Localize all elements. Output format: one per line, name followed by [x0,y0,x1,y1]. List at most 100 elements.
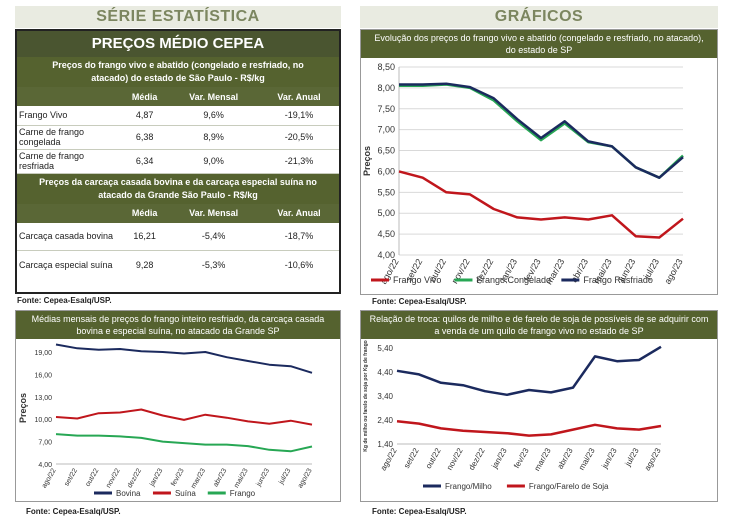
fonte-table: Fonte: Cepea-Esalq/USP. [17,296,112,305]
x-tick-label: abr/23 [212,467,228,488]
chart3-title: Relação de troca: quilos de milho e de f… [361,311,717,339]
row-mensal: 9,6% [168,106,260,126]
y-tick-label: 8,00 [377,83,395,93]
row-media: 9,28 [135,259,154,270]
fonte-chart3: Fonte: Cepea-Esalq/USP. [372,507,467,516]
row-mensal: 8,9% [168,125,260,150]
y-tick-label: 6,00 [377,166,395,176]
fonte-chart1: Fonte: Cepea-Esalq/USP. [372,297,467,306]
y-tick-label: 6,50 [377,146,395,156]
y-tick-label: 16,00 [34,372,52,379]
x-tick-label: nov/22 [445,446,465,472]
y-tick-label: 10,00 [34,417,52,424]
row-label: Carne de frango congelada [17,125,121,150]
row-media: 16,21 [121,222,169,251]
y-tick-label: 4,50 [377,229,395,239]
legend-label: Frango Vivo [393,275,441,285]
legend-label: Frango/Farelo de Soja [529,482,609,491]
row-label: Carne de frango resfriada [17,149,121,174]
x-tick-label: ago/23 [297,467,314,489]
row-mensal: 9,0% [168,149,260,174]
y-axis-label: Preços [362,146,372,176]
x-tick-label: ago/22 [41,467,58,489]
y-tick-label: 4,40 [377,368,393,377]
x-tick-label: set/22 [402,446,421,470]
x-tick-label: fev/23 [512,446,531,470]
col-blank [17,87,121,106]
series-line-bovina [55,343,313,374]
x-tick-label: jul/23 [277,467,292,486]
row-anual: -20,5% [259,125,339,150]
table-row: Carne de frango congelada 6,38 8,9% -20,… [17,125,339,150]
table-carcaca: Média Var. Mensal Var. Anual Carcaça cas… [17,203,339,279]
series-line-frango [55,433,313,453]
table-row: Carcaça casada bovina 16,21 -5,4% -18,7% [17,222,339,251]
row-anual: -10,6% [284,259,314,270]
series-line-frango-resfriado [399,82,684,179]
row-mensal: -5,3% [201,259,226,270]
section2-caption: Preços da carcaça casada bovina e da car… [17,173,339,204]
graficos-header: GRÁFICOS [360,6,718,28]
row-mensal: -5,4% [168,222,260,251]
row-anual: -18,7% [259,222,339,251]
x-tick-label: mar/23 [190,467,207,489]
x-tick-label: mai/23 [233,467,250,489]
serie-estatistica-header: SÉRIE ESTATÍSTICA [15,6,341,28]
table-title: PREÇOS MÉDIO CEPEA [17,31,339,57]
x-tick-label: out/22 [85,467,101,487]
x-tick-label: jun/23 [600,446,619,471]
col-var-mensal: Var. Mensal [168,87,260,106]
chart3-svg: 1,40 2,40 3,40 4,40 5,40 ago/22 set/22 out/22 no… [363,340,663,491]
y-tick-label: 8,50 [377,62,395,72]
series-line-frango-farelo-de-soja [396,419,662,437]
legend-label: Bovina [116,489,141,498]
chart1-title: Evolução dos preços do frango vivo e aba… [361,30,717,58]
x-tick-label: dez/22 [126,467,143,489]
x-tick-label: mar/23 [532,446,553,473]
y-tick-label: 7,00 [38,440,52,447]
legend-label: Frango Congelado [476,275,551,285]
table-frango: Média Var. Mensal Var. Anual Frango Vivo… [17,87,339,174]
x-tick-label: jan/23 [490,446,509,471]
row-media: 6,38 [121,125,169,150]
y-tick-label: 19,00 [34,350,52,357]
col-var-anual: Var. Anual [259,203,339,223]
x-tick-label: jul/23 [623,446,641,468]
series-line-su-na [55,408,313,426]
x-tick-label: jan/23 [148,467,164,488]
series-line-frango-vivo [398,170,684,239]
x-tick-label: jun/23 [255,467,271,488]
row-media: 4,87 [121,106,169,126]
chart2-panel: Médias mensais de preços do frango intei… [15,310,341,502]
series-line-frango-milho [396,345,662,397]
row-anual: -21,3% [259,149,339,174]
fonte-chart2: Fonte: Cepea-Esalq/USP. [26,507,121,516]
y-tick-label: 1,40 [377,440,393,449]
y-tick-label: 5,00 [377,208,395,218]
chart2-title: Médias mensais de preços do frango intei… [16,311,340,339]
x-tick-label: dez/22 [467,446,487,472]
col-blank [17,203,121,223]
col-media: Média [121,203,169,223]
legend-label: Suína [175,489,196,498]
y-tick-label: 3,40 [377,392,393,401]
chart1-panel: Evolução dos preços do frango vivo e aba… [360,29,718,295]
col-media: Média [121,87,169,106]
y-tick-label: 7,50 [377,104,395,114]
x-tick-label: fev/23 [170,467,186,487]
legend-label: Frango Resfriado [583,275,653,285]
x-tick-label: nov/22 [105,467,122,489]
row-label: Carcaça casada bovina [17,222,121,251]
x-tick-label: out/22 [424,446,443,470]
x-tick-label: ago/22 [379,446,399,472]
chart3-panel: Relação de troca: quilos de milho e de f… [360,310,718,502]
legend-label: Frango [230,489,256,498]
row-anual: -19,1% [259,106,339,126]
row-label: Carcaça especial suína [19,259,113,270]
chart2-svg: 4,00 7,00 10,00 13,00 16,00 19,00 ago/22 set/22… [18,343,314,498]
series-line-frango-congelado [399,83,684,179]
x-tick-label: mai/23 [577,446,597,472]
row-media: 6,34 [121,149,169,174]
table-row: Frango Vivo 4,87 9,6% -19,1% [17,106,339,126]
section1-caption: Preços do frango vivo e abatido (congela… [17,57,339,87]
